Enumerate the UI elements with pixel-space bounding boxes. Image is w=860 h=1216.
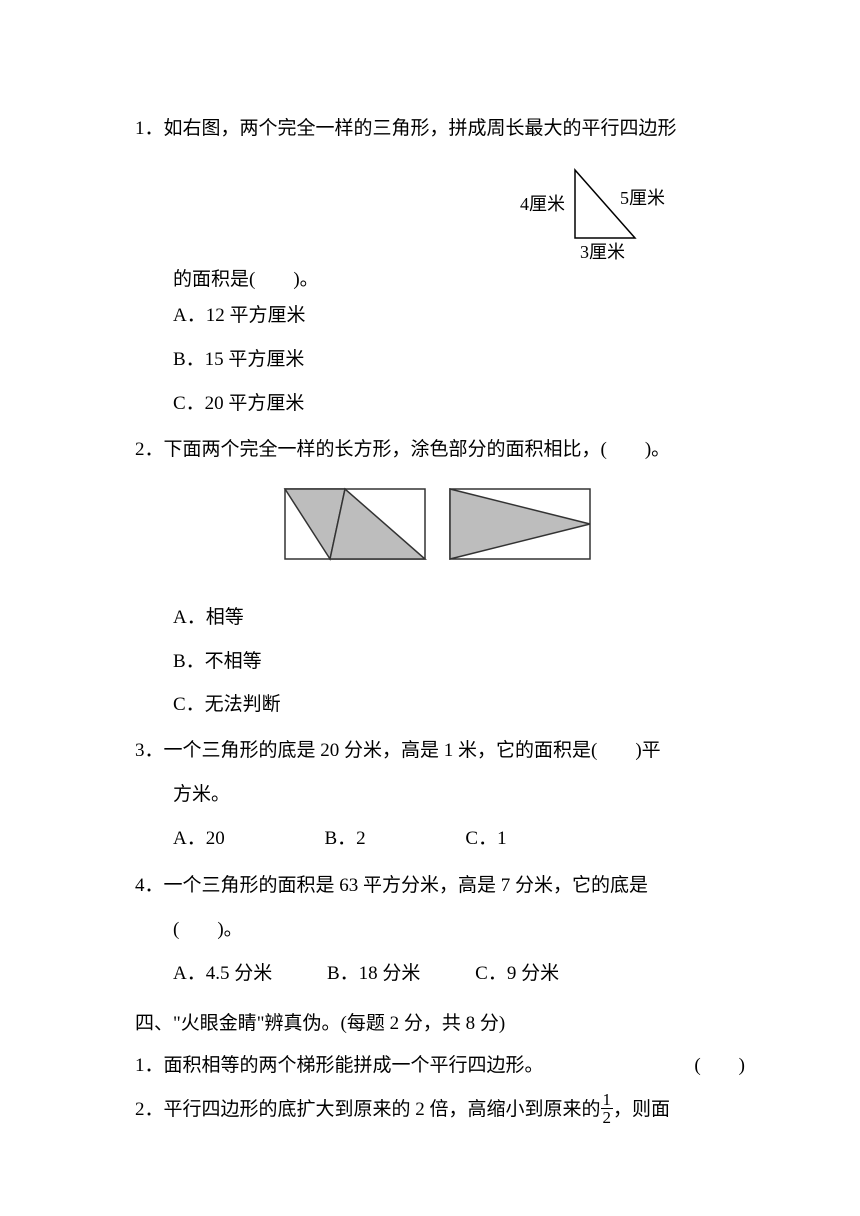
question-3-number: 3． xyxy=(135,740,164,761)
triangle-svg: 4厘米 5厘米 3厘米 xyxy=(480,160,700,265)
question-2-option-b: B．不相等 xyxy=(173,641,745,683)
rectangles-svg xyxy=(275,484,605,564)
tf-1-content: 1．面积相等的两个梯形能拼成一个平行四边形。 xyxy=(135,1044,544,1088)
triangle-label-right: 5厘米 xyxy=(620,188,665,208)
question-2-options: A．相等 B．不相等 C．无法判断 xyxy=(135,597,745,726)
tf-2-text-after: ，则面 xyxy=(613,1099,670,1120)
question-1-text-part1: 1．如右图，两个完全一样的三角形，拼成周长最大的平行四边形 xyxy=(135,108,745,150)
question-3-options: A．20 B．2 C．1 xyxy=(135,816,745,862)
question-1-options: A．12 平方厘米 B．15 平方厘米 C．20 平方厘米 xyxy=(135,295,745,424)
triangle-label-bottom: 3厘米 xyxy=(580,242,625,262)
tf-2-number: 2． xyxy=(135,1099,164,1120)
tf-1-text: 面积相等的两个梯形能拼成一个平行四边形。 xyxy=(164,1055,544,1076)
question-1-option-c: C．20 平方厘米 xyxy=(173,383,745,425)
question-1: 1．如右图，两个完全一样的三角形，拼成周长最大的平行四边形 4厘米 5厘米 3厘… xyxy=(135,108,745,425)
question-3-option-b: B．2 xyxy=(324,816,365,862)
question-4-number: 4． xyxy=(135,875,164,896)
question-4: 4．一个三角形的面积是 63 平方分米，高是 7 分米，它的底是 ( )。 A．… xyxy=(135,865,745,996)
triangle-label-left: 4厘米 xyxy=(520,194,565,214)
question-4-options: A．4.5 分米 B．18 分米 C．9 分米 xyxy=(135,951,745,997)
rectangles-figure xyxy=(135,484,745,574)
question-4-body: 一个三角形的面积是 63 平方分米，高是 7 分米，它的底是 xyxy=(164,875,649,896)
question-4-text: 4．一个三角形的面积是 63 平方分米，高是 7 分米，它的底是 xyxy=(135,865,745,907)
question-3-option-a: A．20 xyxy=(173,816,225,862)
question-1-option-b: B．15 平方厘米 xyxy=(173,339,745,381)
question-2: 2．下面两个完全一样的长方形，涂色部分的面积相比，( )。 A．相等 B．不相等… xyxy=(135,429,745,727)
rectangle-2 xyxy=(450,489,590,559)
question-3-text: 3．一个三角形的底是 20 分米，高是 1 米，它的面积是( )平 xyxy=(135,730,745,772)
tf-2-fraction: 12 xyxy=(601,1091,614,1126)
question-1-option-a: A．12 平方厘米 xyxy=(173,295,745,337)
tf-question-1: 1．面积相等的两个梯形能拼成一个平行四边形。 ( ) xyxy=(135,1044,745,1088)
question-2-option-c: C．无法判断 xyxy=(173,684,745,726)
question-2-text: 2．下面两个完全一样的长方形，涂色部分的面积相比，( )。 xyxy=(135,429,745,471)
question-3-body: 一个三角形的底是 20 分米，高是 1 米，它的面积是( )平 xyxy=(164,740,661,761)
question-1-number: 1． xyxy=(135,118,164,139)
tf-1-paren: ( ) xyxy=(694,1044,745,1088)
section-4-header: 四、"火眼金睛"辨真伪。(每题 2 分，共 8 分) xyxy=(135,1003,745,1045)
question-2-body: 下面两个完全一样的长方形，涂色部分的面积相比，( )。 xyxy=(164,439,671,460)
question-4-option-a: A．4.5 分米 xyxy=(173,951,272,997)
question-2-option-a: A．相等 xyxy=(173,597,745,639)
question-4-option-b: B．18 分米 xyxy=(327,951,420,997)
question-3-option-c: C．1 xyxy=(465,816,506,862)
question-3-body-cont: 方米。 xyxy=(135,774,745,816)
question-3: 3．一个三角形的底是 20 分米，高是 1 米，它的面积是( )平 方米。 A．… xyxy=(135,730,745,861)
fraction-numerator: 1 xyxy=(601,1091,614,1109)
tf-2-text-before: 平行四边形的底扩大到原来的 2 倍，高缩小到原来的 xyxy=(164,1099,601,1120)
question-1-text-part2: 的面积是( )。 xyxy=(135,265,745,295)
triangle-figure: 4厘米 5厘米 3厘米 xyxy=(480,160,700,265)
fraction-denominator: 2 xyxy=(601,1109,614,1126)
question-2-number: 2． xyxy=(135,439,164,460)
question-4-body-cont: ( )。 xyxy=(135,909,745,951)
tf-question-2: 2．平行四边形的底扩大到原来的 2 倍，高缩小到原来的12，则面 xyxy=(135,1088,745,1132)
question-1-body1: 如右图，两个完全一样的三角形，拼成周长最大的平行四边形 xyxy=(164,118,677,139)
question-4-option-c: C．9 分米 xyxy=(475,951,559,997)
tf-1-number: 1． xyxy=(135,1055,164,1076)
rectangle-1 xyxy=(285,489,425,559)
